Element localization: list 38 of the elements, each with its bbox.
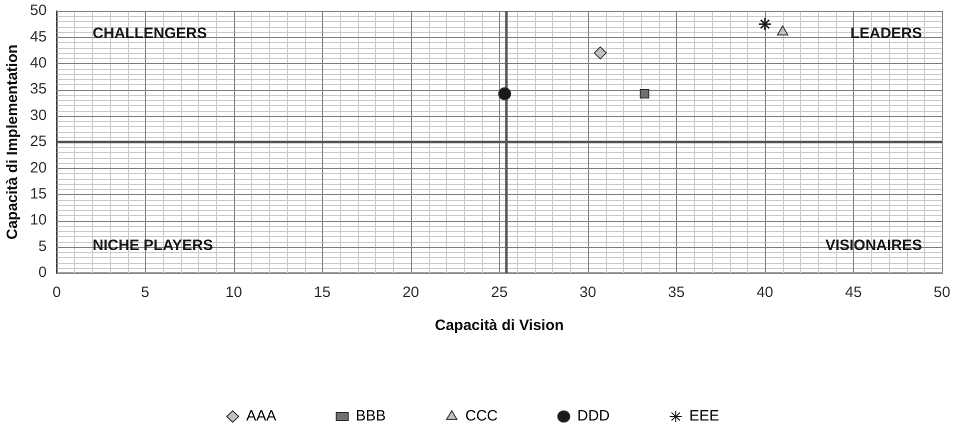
point (776, 25, 788, 36)
x-tick-label: 0 (52, 284, 61, 302)
x-tick-label: 45 (845, 284, 862, 302)
x-tick-label: 10 (225, 284, 242, 302)
point (758, 17, 772, 31)
x-tick-label: 20 (402, 284, 420, 302)
y-tick-label: 20 (30, 159, 47, 176)
point (640, 89, 650, 99)
y-tick-label: 0 (38, 264, 47, 282)
point (594, 46, 607, 60)
legend-label: CCC (465, 408, 498, 425)
y-axis-title: Capacità di Implementation (4, 44, 22, 240)
x-tick-label: 30 (580, 284, 596, 302)
annotation: CHALLENGERS (92, 25, 207, 42)
point (498, 87, 512, 100)
y-tick-label: 5 (38, 238, 47, 255)
x-tick-label: 35 (668, 284, 685, 302)
legend-label: BBB (356, 408, 386, 425)
y-tick-label: 40 (30, 54, 47, 72)
y-tick-label: 50 (30, 2, 47, 20)
x-tick-label: 25 (491, 284, 508, 302)
annotation: NICHE PLAYERS (92, 237, 213, 254)
legend-label: EEE (689, 408, 720, 425)
annotation: VISIONAIRES (825, 237, 922, 254)
x-axis-title: Capacità di Vision (434, 317, 564, 334)
y-tick-label: 15 (30, 186, 47, 203)
y-tick-label: 10 (30, 212, 47, 229)
y-tick-label: 35 (30, 80, 47, 98)
legend-label: DDD (577, 408, 610, 425)
x-tick-label: 50 (934, 284, 950, 302)
y-tick-label: 45 (30, 28, 47, 46)
x-tick-label: 15 (314, 284, 331, 302)
y-tick-label: 25 (30, 133, 47, 150)
annotation: LEADERS (850, 25, 922, 42)
y-tick-label: 30 (30, 106, 47, 124)
legend-label: AAA (246, 408, 276, 425)
x-tick-label: 5 (141, 284, 150, 302)
x-tick-label: 40 (756, 284, 774, 302)
